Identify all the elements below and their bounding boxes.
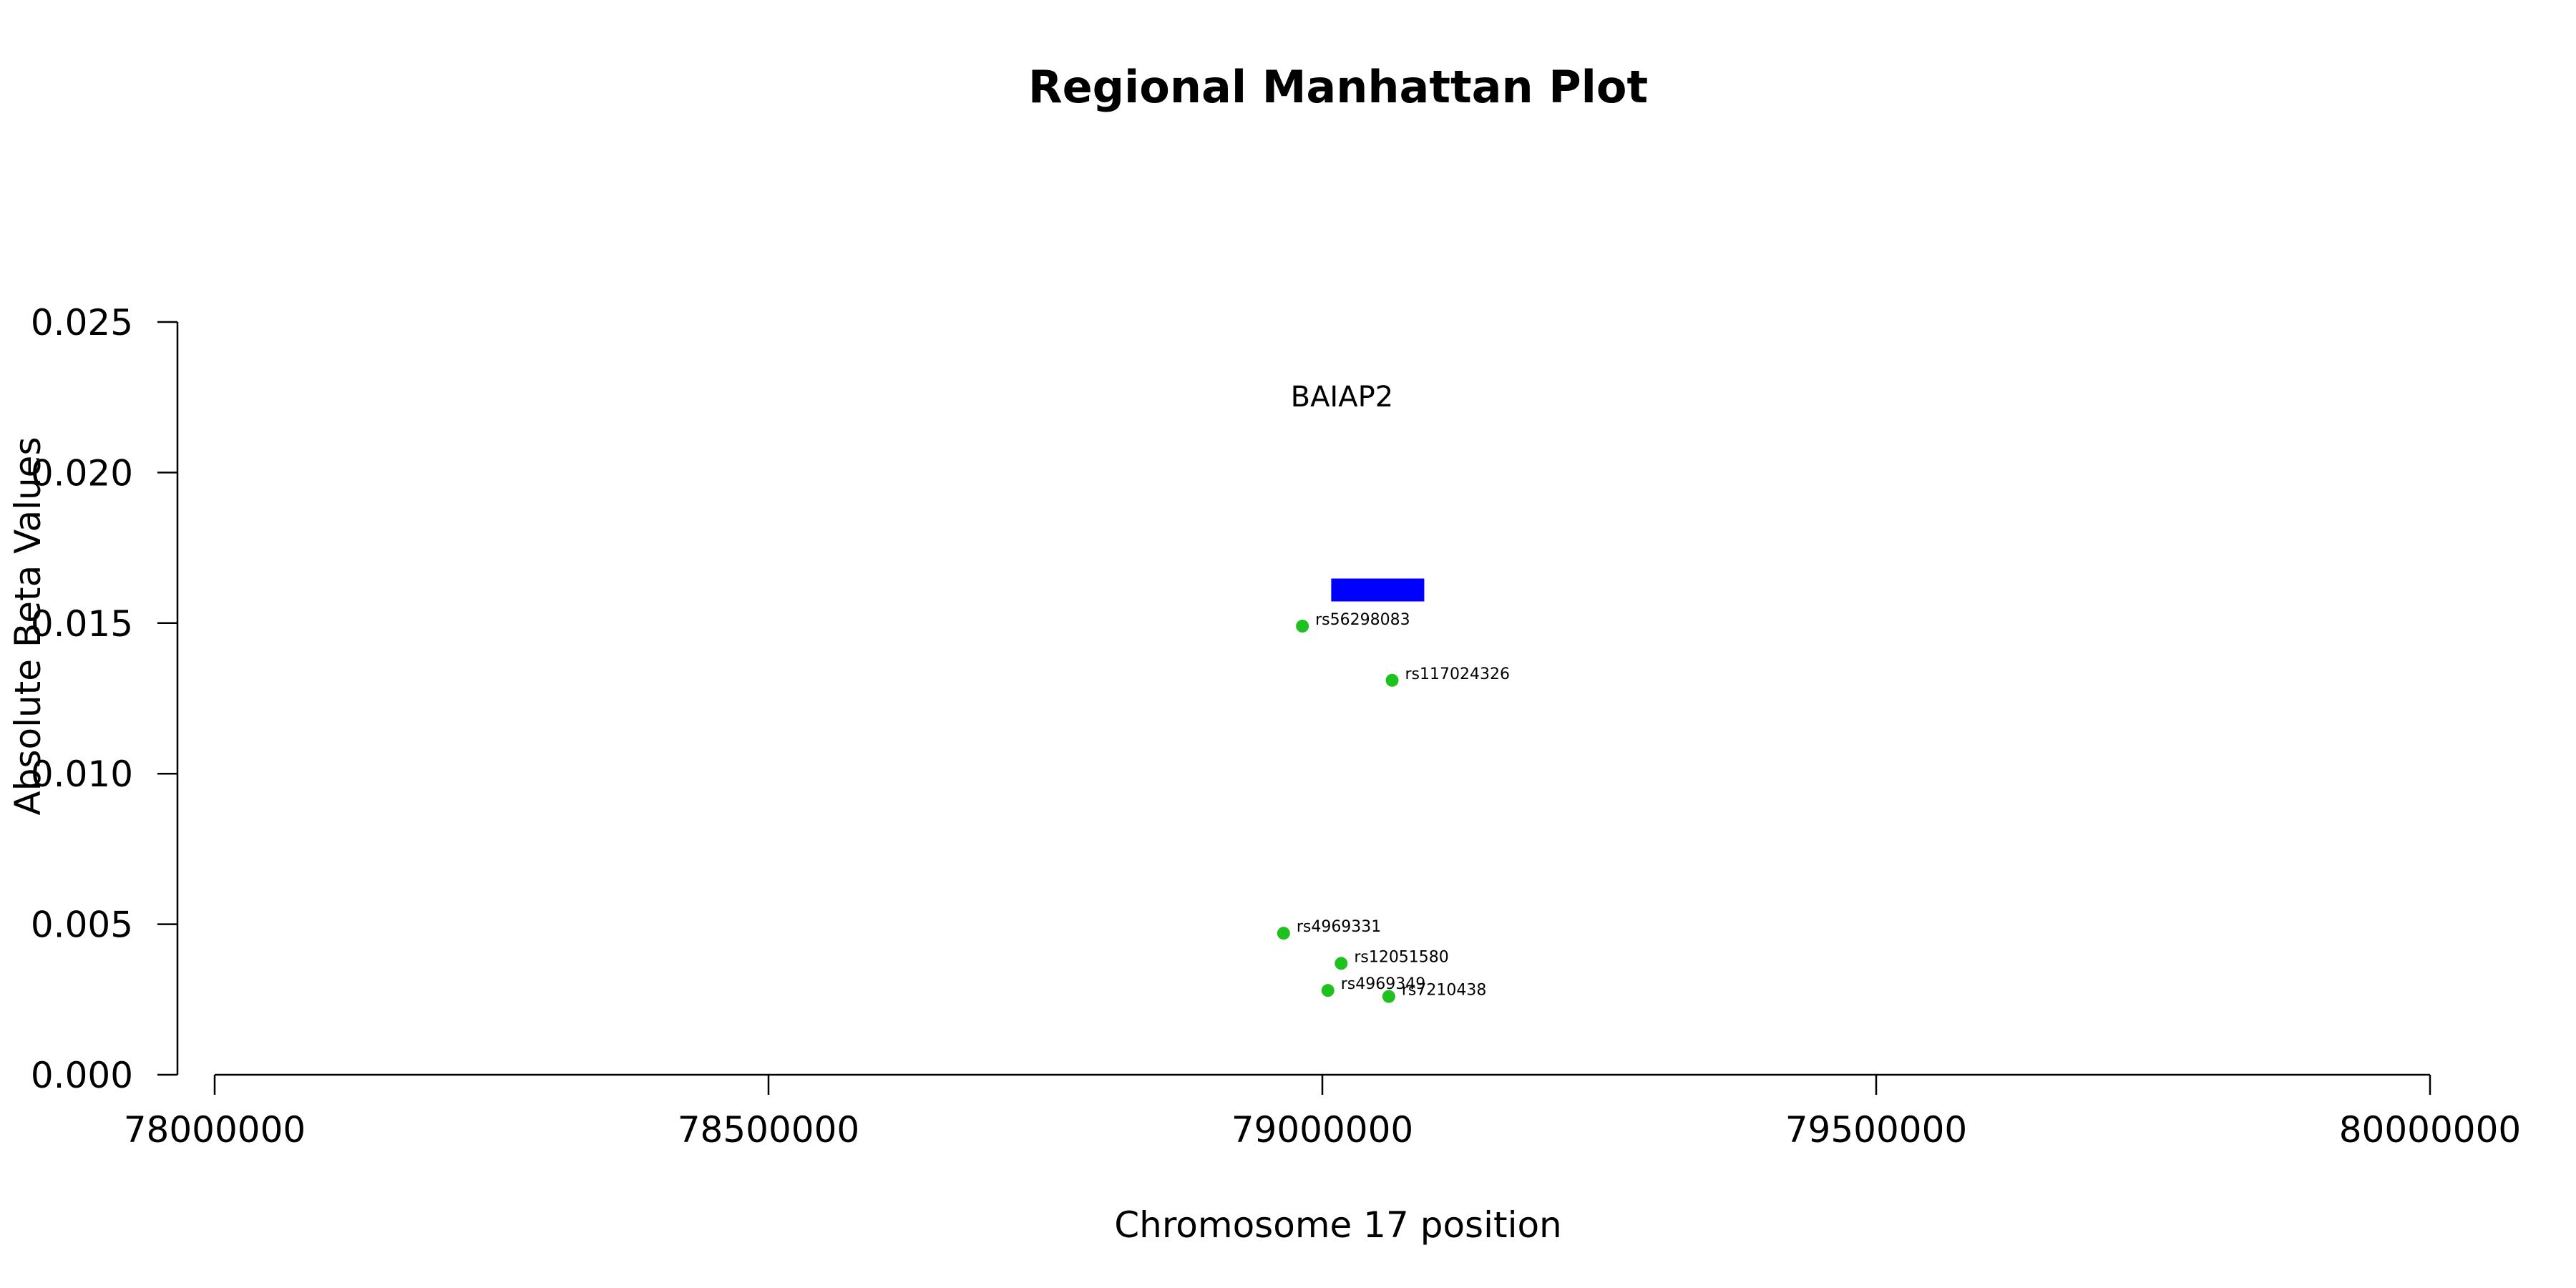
snp-point bbox=[1277, 927, 1290, 940]
gene-bar bbox=[1331, 578, 1425, 602]
snp-point bbox=[1385, 673, 1399, 687]
y-tick-label: 0.000 bbox=[31, 1055, 133, 1096]
snp-point bbox=[1335, 957, 1348, 970]
snp-label: rs12051580 bbox=[1354, 948, 1448, 966]
snp-point bbox=[1296, 620, 1309, 633]
snp-label: rs56298083 bbox=[1315, 611, 1410, 629]
x-tick-label: 80000000 bbox=[2339, 1109, 2522, 1151]
snp-points: rs56298083 rs117024326 rs4969331 rs12051580… bbox=[1277, 611, 1510, 1003]
snp-label: rs7210438 bbox=[1402, 982, 1486, 1000]
snp-label: rs4969331 bbox=[1297, 918, 1382, 936]
snp-point bbox=[1321, 984, 1335, 997]
y-tick-label: 0.010 bbox=[31, 753, 133, 795]
x-tick-label: 79000000 bbox=[1231, 1109, 1414, 1151]
y-tick-label: 0.015 bbox=[31, 603, 133, 645]
y-axis-label: Absolute Beta Values bbox=[7, 437, 49, 816]
x-tick-label: 79500000 bbox=[1785, 1109, 1968, 1151]
x-axis-label: Chromosome 17 position bbox=[1114, 1204, 1562, 1246]
axes: 78000000 78500000 79000000 79500000 80000000… bbox=[31, 302, 2521, 1151]
y-tick-label: 0.005 bbox=[31, 904, 133, 946]
chart-title: Regional Manhattan Plot bbox=[1028, 61, 1648, 113]
y-tick-label: 0.025 bbox=[31, 302, 133, 343]
gene-track: BAIAP2 bbox=[1291, 381, 1425, 602]
x-tick-label: 78000000 bbox=[124, 1109, 306, 1151]
y-tick-label: 0.020 bbox=[31, 452, 133, 494]
gene-label: BAIAP2 bbox=[1291, 381, 1394, 414]
snp-point bbox=[1382, 990, 1395, 1003]
x-tick-label: 78500000 bbox=[678, 1109, 860, 1151]
snp-label: rs4969349 bbox=[1341, 975, 1426, 993]
snp-label: rs117024326 bbox=[1405, 665, 1510, 683]
